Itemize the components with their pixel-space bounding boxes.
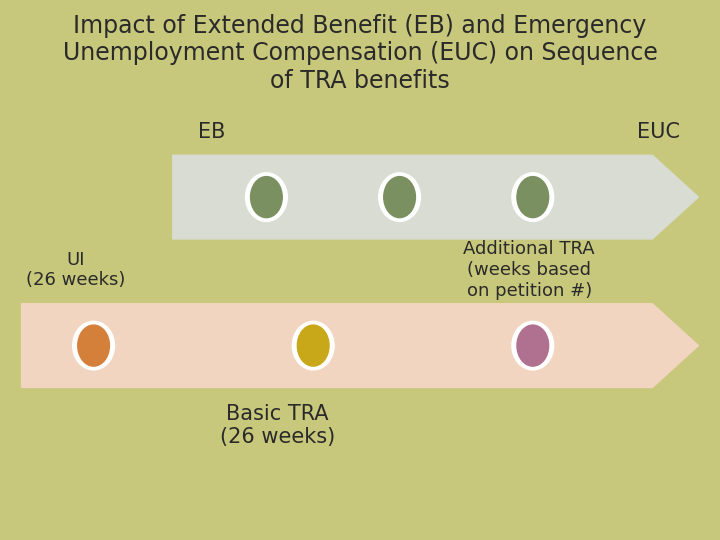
Text: EUC: EUC (637, 122, 680, 141)
Polygon shape (22, 303, 698, 388)
Polygon shape (173, 156, 698, 239)
Text: Basic TRA
(26 weeks): Basic TRA (26 weeks) (220, 404, 335, 447)
Ellipse shape (292, 321, 334, 370)
Ellipse shape (512, 321, 554, 370)
Text: UI
(26 weeks): UI (26 weeks) (26, 251, 125, 289)
Ellipse shape (297, 325, 329, 366)
Ellipse shape (517, 177, 549, 218)
Text: EB: EB (198, 122, 225, 141)
Ellipse shape (384, 177, 415, 218)
Text: Impact of Extended Benefit (EB) and Emergency
Unemployment Compensation (EUC) on: Impact of Extended Benefit (EB) and Emer… (63, 14, 657, 93)
Ellipse shape (78, 325, 109, 366)
Ellipse shape (379, 173, 420, 221)
Text: Additional TRA
(weeks based
on petition #): Additional TRA (weeks based on petition … (464, 240, 595, 300)
Ellipse shape (73, 321, 114, 370)
Ellipse shape (517, 325, 549, 366)
Ellipse shape (512, 173, 554, 221)
Ellipse shape (246, 173, 287, 221)
Ellipse shape (251, 177, 282, 218)
